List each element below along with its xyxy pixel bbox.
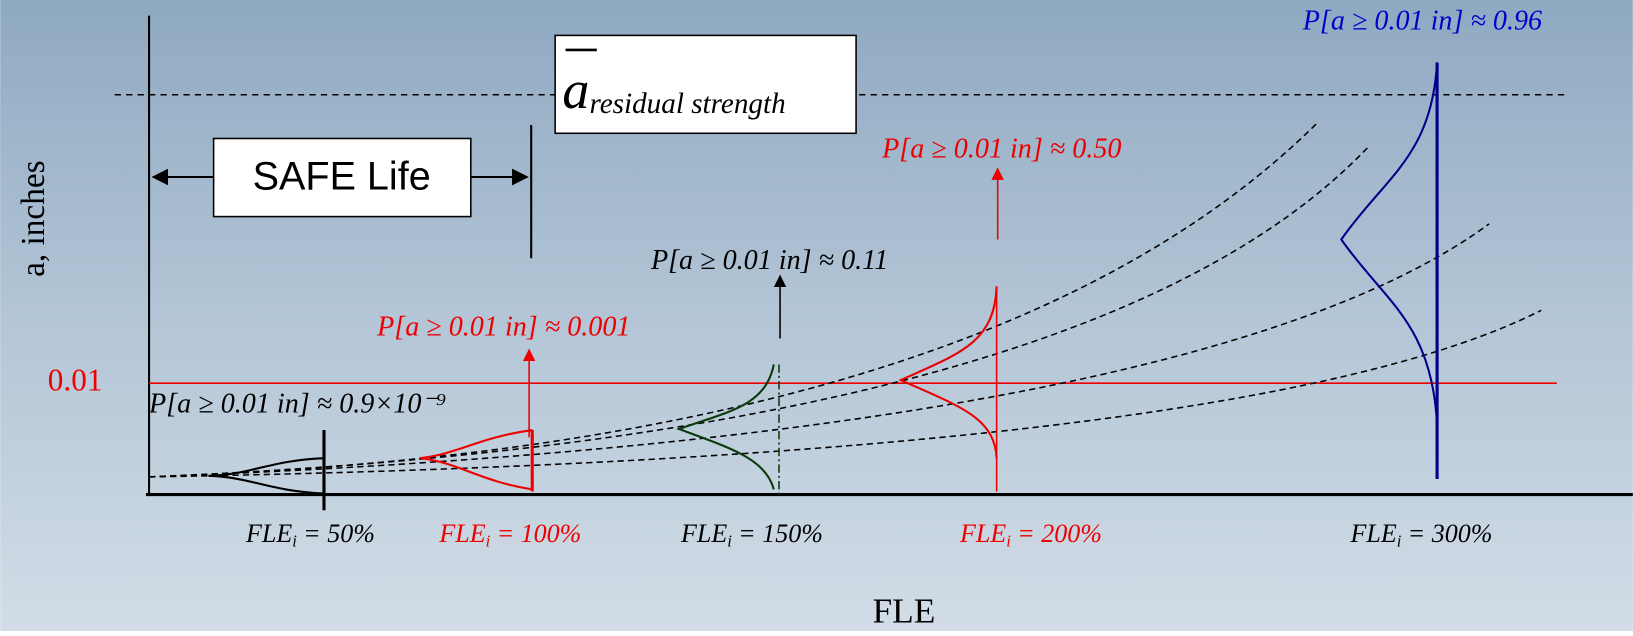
fle-rest: = 50% — [303, 519, 375, 548]
fle-label: FLEi = 200% — [959, 519, 1102, 550]
fle-name: FLE — [1350, 519, 1397, 548]
fle-sub: i — [1397, 531, 1402, 550]
symbol: a — [562, 60, 589, 120]
fle-sub: i — [727, 531, 732, 550]
fle-name: FLE — [438, 519, 485, 548]
fle-sub: i — [486, 531, 491, 550]
subscript: residual strength — [589, 88, 785, 120]
residual-box: aresidual strength — [555, 35, 856, 133]
fle-sub: i — [292, 531, 297, 550]
fle-label: FLEi = 100% — [438, 519, 581, 550]
probability-label: P[a ≥ 0.01 in] ≈ 0.11 — [650, 245, 888, 276]
fle-label: FLEi = 300% — [1350, 519, 1493, 550]
probability-label: P[a ≥ 0.01 in] ≈ 0.50 — [881, 133, 1121, 164]
fle-label: FLEi = 150% — [680, 519, 823, 550]
fle-name: FLE — [959, 519, 1006, 548]
fle-rest: = 100% — [497, 519, 582, 548]
probability-label: P[a ≥ 0.01 in] ≈ 0.001 — [376, 311, 630, 342]
probability-label: P[a ≥ 0.01 in] ≈ 0.96 — [1302, 5, 1542, 36]
threshold-label: 0.01 — [48, 362, 103, 397]
fle-sub: i — [1006, 531, 1011, 550]
y-axis-label: a, inches — [15, 160, 52, 277]
fle-rest: = 200% — [1017, 519, 1102, 548]
fle-name: FLE — [245, 519, 292, 548]
fle-rest: = 300% — [1408, 519, 1493, 548]
safe-life-label: SAFE Life — [253, 155, 431, 199]
fle-name: FLE — [680, 519, 727, 548]
fle-label: FLEi = 50% — [245, 519, 375, 550]
x-axis-label: FLE — [873, 590, 936, 630]
fle-rest: = 150% — [738, 519, 823, 548]
diagram: 0.01 a, inches FLE SAFE Life aresidual s… — [0, 0, 1633, 631]
probability-label: P[a ≥ 0.01 in] ≈ 0.9×10⁻⁹ — [148, 389, 446, 420]
